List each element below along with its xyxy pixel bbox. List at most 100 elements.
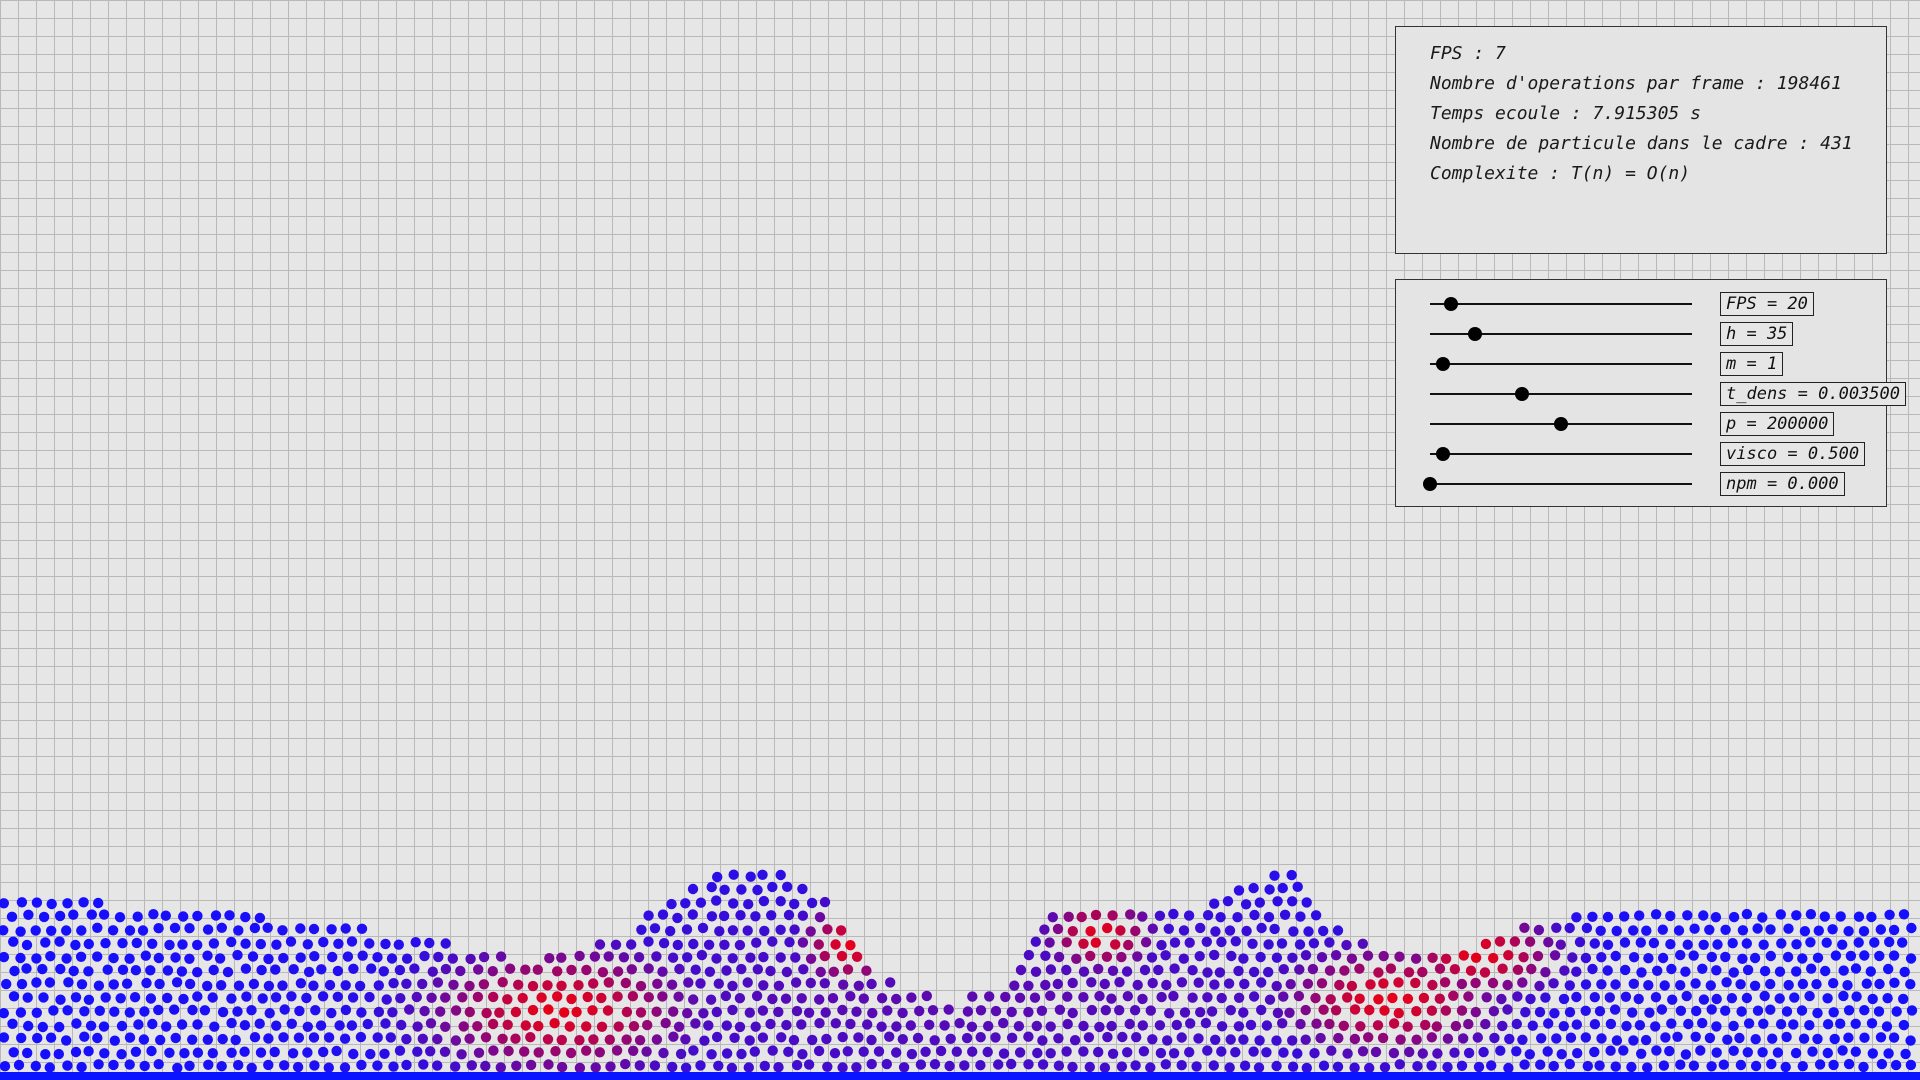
fluid-particle bbox=[536, 992, 547, 1003]
fluid-particle bbox=[862, 1019, 873, 1030]
slider-track[interactable] bbox=[1430, 333, 1692, 335]
fluid-particle bbox=[303, 966, 315, 978]
fluid-particle bbox=[124, 1059, 135, 1070]
fluid-particle bbox=[682, 952, 693, 963]
fluid-particle bbox=[365, 1048, 376, 1060]
fluid-particle bbox=[680, 1034, 691, 1045]
fluid-particle bbox=[1168, 1048, 1180, 1059]
fluid-particle bbox=[510, 1033, 521, 1044]
m-slider[interactable]: m = 1 bbox=[1430, 352, 1910, 376]
fluid-particle bbox=[295, 978, 307, 989]
fluid-particle bbox=[1628, 952, 1640, 963]
fluid-particle bbox=[54, 1021, 65, 1033]
visco-slider[interactable]: visco = 0.500 bbox=[1430, 442, 1910, 466]
fluid-particle bbox=[765, 1018, 776, 1030]
fluid-particle bbox=[372, 1032, 383, 1043]
fluid-particle bbox=[1154, 1020, 1166, 1031]
fluid-particle bbox=[178, 911, 189, 922]
slider-track[interactable] bbox=[1430, 393, 1692, 395]
fluid-particle bbox=[184, 953, 195, 964]
fluid-particle bbox=[202, 950, 213, 961]
fluid-particle bbox=[1564, 922, 1575, 934]
fluid-particle bbox=[1372, 1020, 1384, 1031]
fluid-particle bbox=[147, 1018, 158, 1030]
fluid-particle bbox=[1123, 939, 1134, 951]
slider-track[interactable] bbox=[1430, 453, 1692, 455]
fluid-particle bbox=[53, 1048, 64, 1060]
slider-track[interactable] bbox=[1430, 363, 1692, 365]
fluid-particle bbox=[277, 980, 288, 991]
npm-slider[interactable]: npm = 0.000 bbox=[1423, 472, 1910, 496]
fluid-particle bbox=[1202, 1045, 1213, 1056]
fluid-particle bbox=[394, 964, 406, 976]
fluid-particle bbox=[1248, 882, 1259, 894]
fluid-particle bbox=[1086, 977, 1097, 988]
fluid-particle bbox=[172, 1062, 183, 1074]
fluid-particle bbox=[1737, 953, 1748, 964]
fluid-particle bbox=[1543, 1018, 1554, 1029]
fluid-particle bbox=[1571, 991, 1582, 1003]
slider-track[interactable] bbox=[1430, 303, 1692, 305]
t-dens-slider[interactable]: t_dens = 0.003500 bbox=[1430, 382, 1910, 406]
fluid-particle bbox=[388, 978, 399, 989]
slider-track[interactable] bbox=[1430, 483, 1692, 485]
fluid-particle bbox=[680, 1062, 692, 1074]
slider-thumb[interactable] bbox=[1467, 327, 1482, 341]
fluid-particle bbox=[658, 938, 670, 949]
slider-thumb[interactable] bbox=[1554, 417, 1568, 431]
fluid-particle bbox=[657, 991, 668, 1002]
p-slider[interactable]: p = 200000 bbox=[1430, 412, 1910, 436]
fluid-particle bbox=[1774, 993, 1785, 1004]
fluid-particle bbox=[830, 939, 841, 950]
fluid-particle bbox=[31, 897, 43, 908]
fluid-particle bbox=[1658, 1060, 1670, 1071]
fluid-particle bbox=[199, 1005, 211, 1016]
fluid-particle bbox=[1278, 991, 1289, 1002]
fluid-particle bbox=[835, 925, 847, 936]
fluid-particle bbox=[1155, 1047, 1167, 1059]
fluid-particle bbox=[1349, 1033, 1361, 1045]
fluid-particle bbox=[1688, 950, 1699, 961]
fluid-particle bbox=[502, 1019, 513, 1030]
fluid-particle bbox=[240, 938, 251, 949]
fluid-particle bbox=[728, 869, 739, 880]
fluid-particle bbox=[1139, 964, 1151, 976]
fluid-particle bbox=[178, 993, 189, 1005]
slider-thumb[interactable] bbox=[1436, 357, 1451, 371]
fluid-particle bbox=[207, 1048, 218, 1059]
fluid-particle bbox=[1054, 1004, 1066, 1015]
fluid-particle bbox=[1346, 953, 1358, 964]
slider-thumb[interactable] bbox=[1423, 477, 1437, 491]
fluid-particle bbox=[1100, 1005, 1112, 1016]
fluid-particle bbox=[8, 1047, 19, 1058]
fluid-particle bbox=[667, 1061, 678, 1073]
fluid-particle bbox=[742, 925, 753, 936]
fluid-particle bbox=[255, 938, 266, 950]
fluid-particle bbox=[706, 911, 718, 922]
fluid-particle bbox=[1706, 951, 1718, 963]
fluid-particle bbox=[1, 978, 12, 990]
fps-slider[interactable]: FPS = 20 bbox=[1430, 292, 1910, 316]
fluid-particle bbox=[1813, 925, 1825, 936]
slider-thumb[interactable] bbox=[1514, 387, 1529, 401]
fluid-particle bbox=[819, 896, 831, 908]
fluid-particle bbox=[316, 964, 327, 975]
slider-thumb[interactable] bbox=[1443, 297, 1458, 311]
fluid-particle bbox=[240, 963, 252, 974]
fluid-particle bbox=[1146, 952, 1158, 963]
fluid-particle bbox=[1720, 951, 1731, 963]
fluid-particle bbox=[1806, 963, 1817, 974]
fluid-particle bbox=[1053, 1060, 1065, 1071]
fluid-particle bbox=[450, 1061, 461, 1072]
fluid-particle bbox=[1558, 993, 1570, 1005]
fluid-particle bbox=[1263, 939, 1274, 950]
fluid-particle bbox=[1122, 1047, 1133, 1058]
fluid-particle bbox=[92, 922, 103, 933]
fluid-particle bbox=[881, 1058, 892, 1070]
fluid-particle bbox=[1202, 992, 1213, 1003]
fluid-particle bbox=[124, 1007, 135, 1018]
slider-thumb[interactable] bbox=[1436, 447, 1451, 461]
fluid-particle bbox=[1525, 993, 1536, 1005]
h-slider[interactable]: h = 35 bbox=[1430, 322, 1910, 346]
